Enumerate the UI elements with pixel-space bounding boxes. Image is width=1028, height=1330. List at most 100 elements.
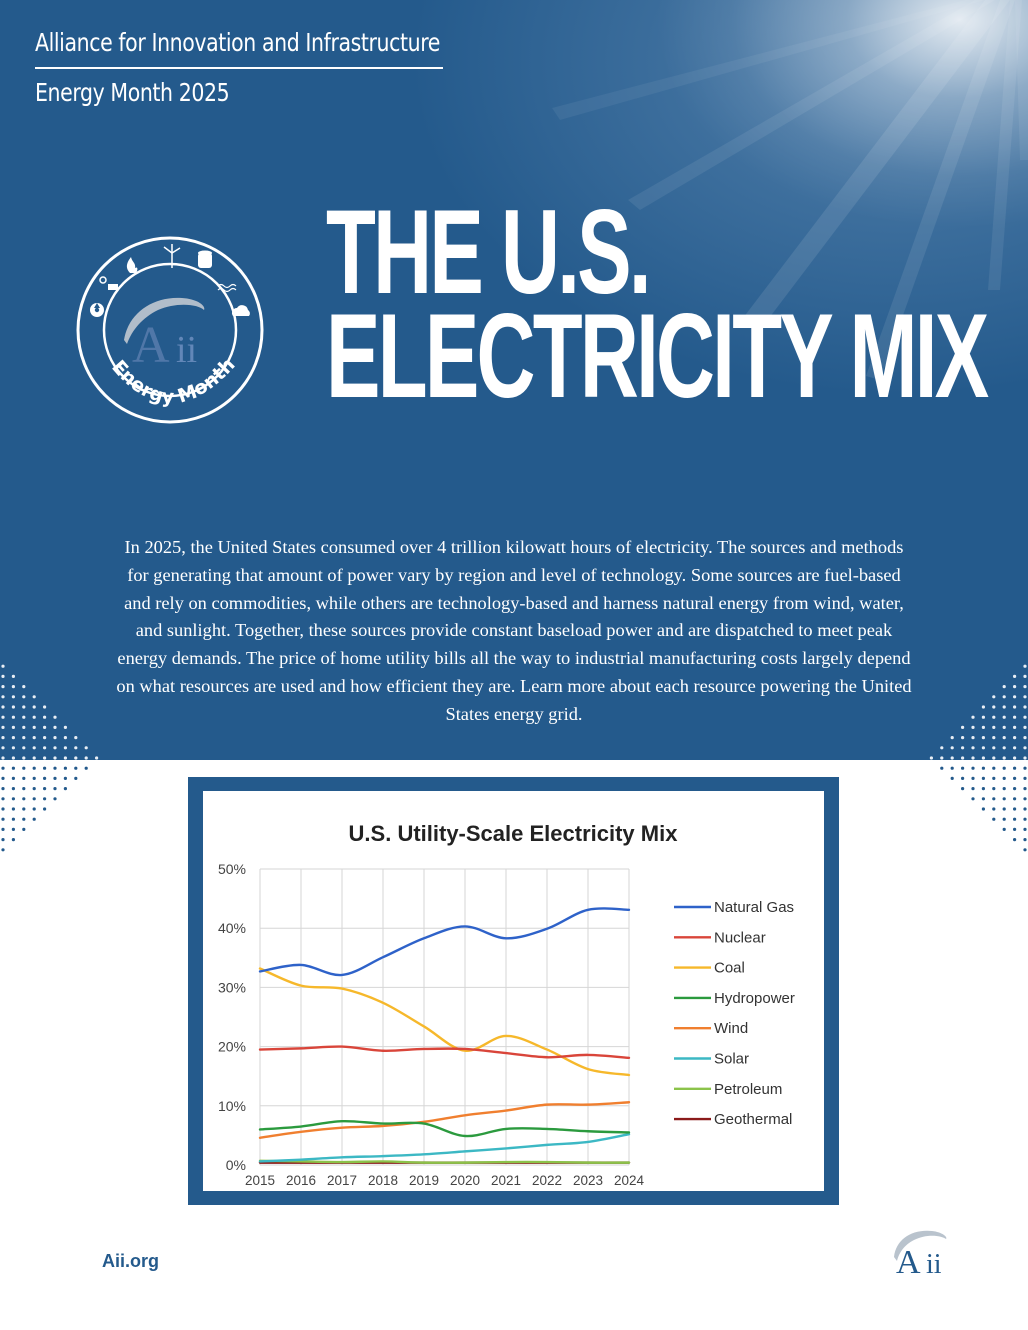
- decor-dot: [1, 776, 5, 780]
- decor-dot: [1013, 746, 1017, 750]
- decor-dot: [95, 756, 99, 760]
- decor-dot: [11, 674, 15, 678]
- series-line-petroleum: [258, 1159, 631, 1164]
- decor-dot: [63, 766, 67, 770]
- decor-dot: [32, 797, 36, 801]
- decor-dot: [1002, 746, 1006, 750]
- decor-dot: [22, 766, 26, 770]
- decor-dot: [32, 776, 36, 780]
- decor-dot: [1, 736, 5, 740]
- decor-dot: [1023, 848, 1027, 852]
- decor-dot: [1013, 685, 1017, 689]
- decor-dot: [981, 797, 985, 801]
- decor-dot: [32, 746, 36, 750]
- decor-dot: [1002, 787, 1006, 791]
- decor-dot: [63, 776, 67, 780]
- decor-dot: [53, 766, 57, 770]
- decor-dot: [22, 787, 26, 791]
- decor-dot: [981, 746, 985, 750]
- decor-dot: [971, 797, 975, 801]
- decor-dot: [1, 756, 5, 760]
- decor-dot: [1, 797, 5, 801]
- decor-dot: [32, 787, 36, 791]
- decor-dot: [1013, 674, 1017, 678]
- series-line-coal: [258, 967, 631, 1077]
- y-tick-label: 50%: [218, 861, 246, 877]
- aii-footer-logo: A ii: [894, 1230, 947, 1279]
- decor-dot: [940, 746, 944, 750]
- decor-dot: [32, 705, 36, 709]
- decor-dot: [950, 746, 954, 750]
- decor-dot: [1, 725, 5, 729]
- dot-pattern-right: [929, 664, 1027, 852]
- flame-icon: [126, 257, 138, 273]
- decor-dot: [11, 776, 15, 780]
- decor-dot: [1, 685, 5, 689]
- decor-dot: [992, 766, 996, 770]
- decor-dot: [74, 766, 78, 770]
- page-title: THE U.S. ELECTRICITY MIX: [326, 185, 989, 416]
- decor-dot: [11, 756, 15, 760]
- decor-dot: [53, 756, 57, 760]
- decor-dot: [971, 787, 975, 791]
- decor-dot: [1, 848, 5, 852]
- oil-rig-icon: [99, 276, 118, 290]
- decor-dot: [11, 766, 15, 770]
- decor-dot: [1013, 766, 1017, 770]
- decor-dot: [11, 817, 15, 821]
- decor-dot: [992, 756, 996, 760]
- decor-dot: [950, 766, 954, 770]
- decor-dot: [32, 756, 36, 760]
- storage-tank-icon: [198, 250, 212, 268]
- decor-dot: [43, 705, 47, 709]
- decor-dot: [1023, 766, 1027, 770]
- decor-dot: [981, 715, 985, 719]
- decor-dot: [961, 787, 965, 791]
- decor-dot: [32, 807, 36, 811]
- decor-dot: [22, 725, 26, 729]
- cloud-icon: [232, 305, 250, 316]
- decor-dot: [43, 715, 47, 719]
- decor-dot: [74, 756, 78, 760]
- decor-dot: [1, 838, 5, 842]
- decor-dot: [971, 766, 975, 770]
- decor-dot: [1023, 787, 1027, 791]
- legend-label-nuclear: Nuclear: [714, 929, 766, 946]
- electricity-mix-chart: U.S. Utility-Scale Electricity Mix 0% 10%…: [218, 821, 795, 1188]
- decor-dot: [53, 776, 57, 780]
- decor-dot: [1002, 756, 1006, 760]
- energy-month-badge: A ii Energy Month: [76, 236, 264, 424]
- x-tick-label: 2023: [573, 1173, 603, 1188]
- decor-dot: [1, 787, 5, 791]
- dot-pattern-left: [1, 664, 99, 852]
- decor-dot: [22, 827, 26, 831]
- decor-dot: [971, 756, 975, 760]
- decor-dot: [74, 776, 78, 780]
- decor-dot: [22, 736, 26, 740]
- footer-logo-letter-a: A: [896, 1244, 921, 1279]
- nuclear-icon: [90, 303, 104, 317]
- decor-dot: [32, 736, 36, 740]
- decor-dot: [1002, 705, 1006, 709]
- decor-dot: [971, 736, 975, 740]
- decor-dot: [1002, 685, 1006, 689]
- decor-dot: [22, 807, 26, 811]
- footer-logo-letters-ii: ii: [926, 1249, 942, 1279]
- decor-dot: [53, 787, 57, 791]
- legend-label-solar: Solar: [714, 1051, 749, 1068]
- legend-label-hydropower: Hydropower: [714, 990, 795, 1007]
- title-line-1: THE U.S.: [326, 185, 652, 319]
- website-link[interactable]: Aii.org: [102, 1251, 159, 1271]
- legend-label-wind: Wind: [714, 1020, 748, 1037]
- decor-dot: [1023, 705, 1027, 709]
- decor-dot: [1, 674, 5, 678]
- decor-dot: [961, 746, 965, 750]
- decor-dot: [63, 787, 67, 791]
- decor-dot: [992, 725, 996, 729]
- decor-dot: [1013, 715, 1017, 719]
- decor-dot: [1013, 705, 1017, 709]
- decor-dot: [1023, 756, 1027, 760]
- decor-dot: [22, 756, 26, 760]
- decor-dot: [22, 715, 26, 719]
- x-tick-label: 2022: [532, 1173, 562, 1188]
